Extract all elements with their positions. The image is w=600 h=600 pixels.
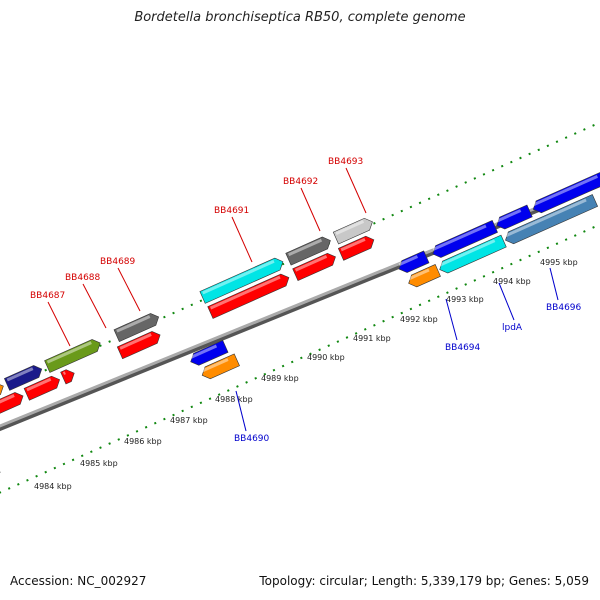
cds-blue-5 [532,170,600,214]
cds-orange-f [0,382,4,399]
cds-blue-4 [496,204,533,230]
kbp-tick-label: 4987 kbp [170,416,208,425]
kbp-tick-label: 4995 kbp [540,258,578,267]
cds-navy-1 [3,365,43,391]
kbp-tick-label: 4992 kbp [400,315,438,324]
cds-red-1 [0,392,24,422]
cds-red-5 [207,273,290,319]
cds-orange-1 [201,353,240,380]
gene-leader-line [300,187,321,232]
gene-leader-line [549,267,559,301]
cds-cyan-1 [199,257,284,304]
reverse-tick-track [0,223,600,494]
cds-steel-1 [505,194,599,245]
cds-gray-2 [285,236,331,266]
cds-red-7 [337,235,375,261]
gene-leader-line [47,301,71,347]
cds-cyan-2 [439,234,507,274]
genome-stats-text: Topology: circular; Length: 5,339,179 bp… [259,574,589,588]
cds-orange-2 [408,264,441,288]
kbp-axis-labels: 4984 kbp 4985 kbp 4986 kbp 4987 kbp 4988 kbp… [34,258,578,491]
kbp-tick-label: 4988 kbp [215,395,253,404]
gene-label-forward: BB4688 [65,273,101,283]
gene-label-reverse: BB4696 [546,303,582,313]
kbp-tick-label: 4984 kbp [34,482,72,491]
reverse-cds-track [0,170,600,477]
accession-text: Accession: NC_002927 [10,574,147,588]
gene-label-forward: BB4692 [283,177,318,187]
gene-label-reverse: BB4694 [445,343,481,353]
cds-blue-2 [398,250,430,273]
kbp-tick-label: 4993 kbp [446,295,484,304]
cds-lightgray-1 [332,217,373,245]
cds-red-3 [60,369,75,385]
gene-label-forward: BB4689 [100,257,136,267]
gene-leader-line [498,282,515,321]
kbp-tick-label: 4991 kbp [353,334,391,343]
gene-label-reverse: lpdA [502,323,523,333]
gene-leader-line [345,167,367,214]
cds-red-2 [23,375,60,401]
map-title: Bordetella bronchiseptica RB50, complete… [134,10,466,25]
gene-label-forward: BB4691 [214,206,249,216]
kbp-tick-label: 4989 kbp [261,374,299,383]
gene-leader-line [445,298,458,341]
gene-leader-line [235,390,247,432]
forward-cds-track [0,217,375,422]
gene-label-forward: BB4687 [30,291,65,301]
cds-blue-3 [432,220,498,258]
gene-leader-line [82,283,107,329]
cds-blue-1 [190,340,229,366]
cds-gray-1 [113,313,160,342]
kbp-tick-label: 4990 kbp [307,353,345,362]
kbp-tick-label: 4986 kbp [124,437,162,446]
kbp-tick-label: 4985 kbp [80,459,118,468]
cds-green-1 [44,339,101,373]
cds-red-4 [116,331,161,360]
gene-label-forward: BB4693 [328,157,363,167]
gene-leader-line [231,216,253,263]
kbp-tick-label: 4994 kbp [493,277,531,286]
cds-red-6 [292,252,336,282]
gene-label-reverse: BB4690 [234,434,270,444]
gene-leader-line [117,267,141,312]
